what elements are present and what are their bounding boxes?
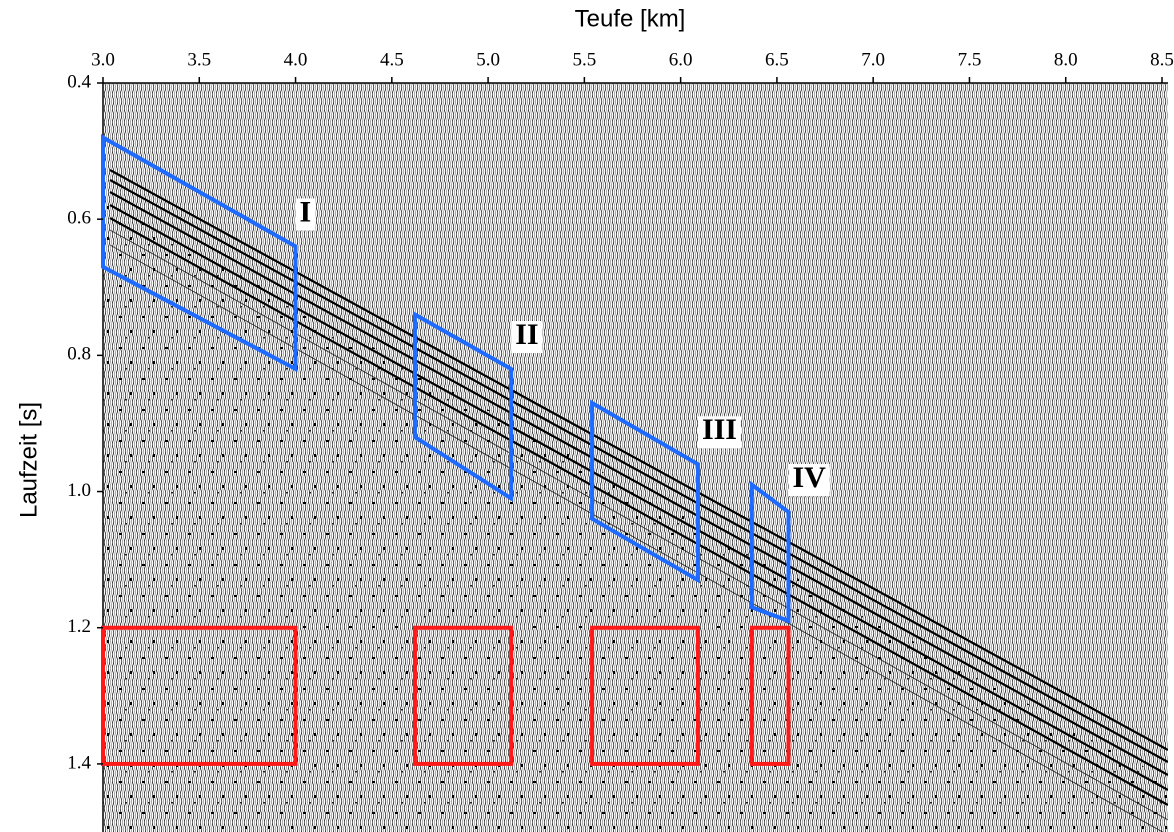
- x-tick-label: 3.5: [187, 49, 211, 70]
- x-tick-label: 8.0: [1054, 49, 1078, 70]
- noise-window: [749, 625, 791, 766]
- window-label: I: [300, 195, 312, 228]
- signal-window: [749, 480, 791, 624]
- window-label: II: [515, 318, 538, 351]
- seismic-traces: [103, 83, 1168, 832]
- window-label: IV: [792, 461, 826, 494]
- x-tick-label: 5.5: [572, 49, 596, 70]
- signal-window: [590, 399, 700, 584]
- y-tick-label: 0.6: [67, 208, 91, 229]
- x-tick-label: 4.0: [284, 49, 308, 70]
- y-tick-label: 0.8: [67, 344, 91, 365]
- y-tick-label: 1.2: [67, 616, 91, 637]
- x-tick-label: 4.5: [380, 49, 404, 70]
- y-axis-title: Laufzeit [s]: [15, 402, 42, 518]
- window-label-bg: [295, 198, 316, 231]
- x-axis-title: Teufe [km]: [575, 5, 686, 32]
- noise-window: [412, 625, 514, 766]
- x-tick-label: 3.0: [91, 49, 115, 70]
- signal-window: [412, 311, 514, 502]
- x-tick-label: 6.0: [669, 49, 693, 70]
- signal-window: [101, 134, 298, 373]
- y-tick-label: 1.0: [67, 480, 91, 501]
- window-label-bg: [511, 320, 543, 353]
- window-label: III: [702, 413, 737, 446]
- x-tick-label: 6.5: [765, 49, 789, 70]
- y-tick-label: 1.4: [67, 752, 91, 773]
- x-tick-label: 7.0: [861, 49, 885, 70]
- x-tick-label: 5.0: [476, 49, 500, 70]
- y-tick-label: 0.4: [67, 71, 91, 92]
- x-tick-label: 8.5: [1150, 49, 1174, 70]
- noise-window: [101, 625, 298, 766]
- noise-window: [590, 625, 700, 766]
- window-label-bg: [788, 463, 830, 496]
- window-label-bg: [697, 416, 741, 449]
- x-tick-label: 7.5: [958, 49, 982, 70]
